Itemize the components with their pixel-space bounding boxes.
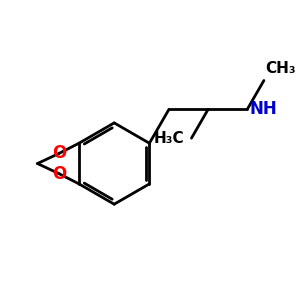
Text: H₃C: H₃C: [153, 130, 184, 146]
Text: CH₃: CH₃: [266, 61, 296, 76]
Text: O: O: [52, 144, 66, 162]
Text: O: O: [52, 165, 66, 183]
Text: NH: NH: [250, 100, 278, 118]
